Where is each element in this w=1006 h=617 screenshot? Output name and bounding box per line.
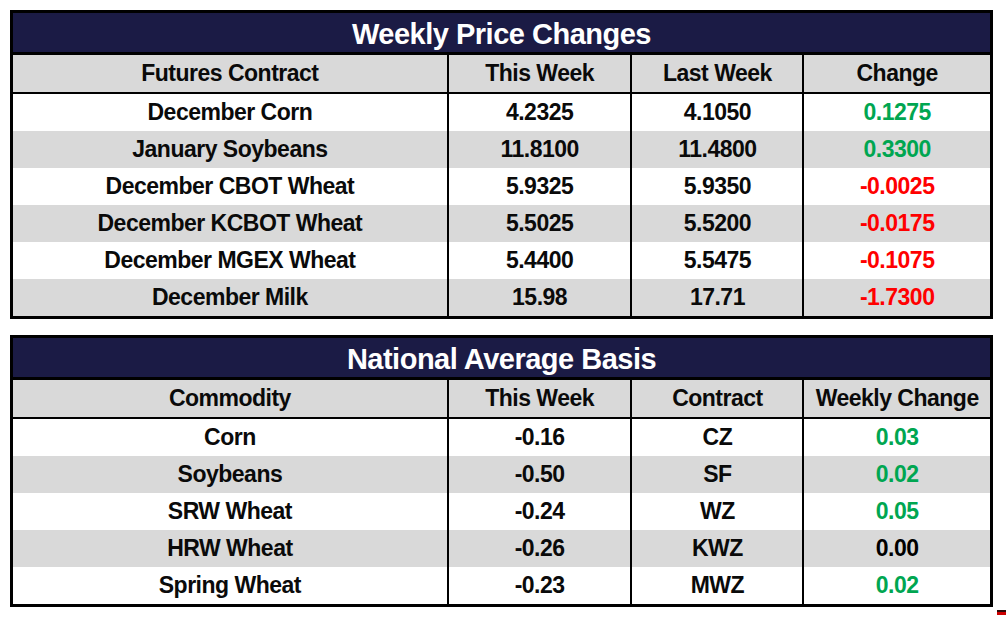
value-cell: 11.4800: [630, 131, 802, 168]
table-row: Soybeans-0.50SF0.02: [13, 456, 990, 493]
table-header-row: Commodity This Week Contract Weekly Chan…: [13, 380, 990, 419]
table-row: HRW Wheat-0.26KWZ0.00: [13, 530, 990, 567]
value-cell: January Soybeans: [13, 131, 447, 168]
value-cell: 5.9350: [630, 168, 802, 205]
value-cell: 5.5200: [630, 205, 802, 242]
value-cell: 5.4400: [447, 242, 631, 279]
value-cell: CZ: [630, 419, 802, 456]
value-cell: December CBOT Wheat: [13, 168, 447, 205]
column-header: This Week: [447, 380, 631, 417]
change-value-cell: 0.03: [802, 419, 990, 456]
table-body: December Corn4.23254.10500.1275January S…: [13, 94, 990, 316]
weekly-price-changes-table: Weekly Price Changes Futures Contract Th…: [10, 10, 993, 319]
value-cell: December KCBOT Wheat: [13, 205, 447, 242]
table-row: Corn-0.16CZ0.03: [13, 419, 990, 456]
column-header: Futures Contract: [13, 55, 447, 92]
value-cell: MWZ: [630, 567, 802, 604]
change-value-cell: -0.1075: [802, 242, 990, 279]
value-cell: 4.1050: [630, 94, 802, 131]
change-value-cell: -1.7300: [802, 279, 990, 316]
table-row: December MGEX Wheat5.44005.5475-0.1075: [13, 242, 990, 279]
table-row: December KCBOT Wheat5.50255.5200-0.0175: [13, 205, 990, 242]
column-header: Weekly Change: [802, 380, 990, 417]
value-cell: 5.5025: [447, 205, 631, 242]
value-cell: December Milk: [13, 279, 447, 316]
value-cell: -0.24: [447, 493, 631, 530]
value-cell: December MGEX Wheat: [13, 242, 447, 279]
column-header: Change: [802, 55, 990, 92]
table-title: National Average Basis: [13, 338, 990, 380]
change-value-cell: -0.0025: [802, 168, 990, 205]
report-page: Weekly Price Changes Futures Contract Th…: [0, 0, 1006, 617]
value-cell: KWZ: [630, 530, 802, 567]
value-cell: 17.71: [630, 279, 802, 316]
change-value-cell: 0.1275: [802, 94, 990, 131]
value-cell: 11.8100: [447, 131, 631, 168]
change-value-cell: 0.02: [802, 456, 990, 493]
value-cell: -0.23: [447, 567, 631, 604]
column-header: Commodity: [13, 380, 447, 417]
table-row: SRW Wheat-0.24WZ0.05: [13, 493, 990, 530]
table-row: December Corn4.23254.10500.1275: [13, 94, 990, 131]
value-cell: SF: [630, 456, 802, 493]
value-cell: Spring Wheat: [13, 567, 447, 604]
value-cell: 5.9325: [447, 168, 631, 205]
value-cell: December Corn: [13, 94, 447, 131]
value-cell: -0.50: [447, 456, 631, 493]
value-cell: 4.2325: [447, 94, 631, 131]
value-cell: Soybeans: [13, 456, 447, 493]
table-row: January Soybeans11.810011.48000.3300: [13, 131, 990, 168]
column-header: Last Week: [630, 55, 802, 92]
change-value-cell: 0.00: [802, 530, 990, 567]
change-value-cell: 0.05: [802, 493, 990, 530]
column-header: Contract: [630, 380, 802, 417]
value-cell: -0.16: [447, 419, 631, 456]
table-row: Spring Wheat-0.23MWZ0.02: [13, 567, 990, 604]
value-cell: HRW Wheat: [13, 530, 447, 567]
table-body: Corn-0.16CZ0.03Soybeans-0.50SF0.02SRW Wh…: [13, 419, 990, 604]
cutoff-red-mark: [997, 610, 1006, 615]
change-value-cell: -0.0175: [802, 205, 990, 242]
value-cell: WZ: [630, 493, 802, 530]
table-row: December Milk15.9817.71-1.7300: [13, 279, 990, 316]
column-header: This Week: [447, 55, 631, 92]
value-cell: -0.26: [447, 530, 631, 567]
table-title: Weekly Price Changes: [13, 13, 990, 55]
value-cell: 5.5475: [630, 242, 802, 279]
value-cell: Corn: [13, 419, 447, 456]
change-value-cell: 0.3300: [802, 131, 990, 168]
value-cell: SRW Wheat: [13, 493, 447, 530]
table-header-row: Futures Contract This Week Last Week Cha…: [13, 55, 990, 94]
value-cell: 15.98: [447, 279, 631, 316]
table-row: December CBOT Wheat5.93255.9350-0.0025: [13, 168, 990, 205]
national-average-basis-table: National Average Basis Commodity This We…: [10, 335, 993, 607]
change-value-cell: 0.02: [802, 567, 990, 604]
